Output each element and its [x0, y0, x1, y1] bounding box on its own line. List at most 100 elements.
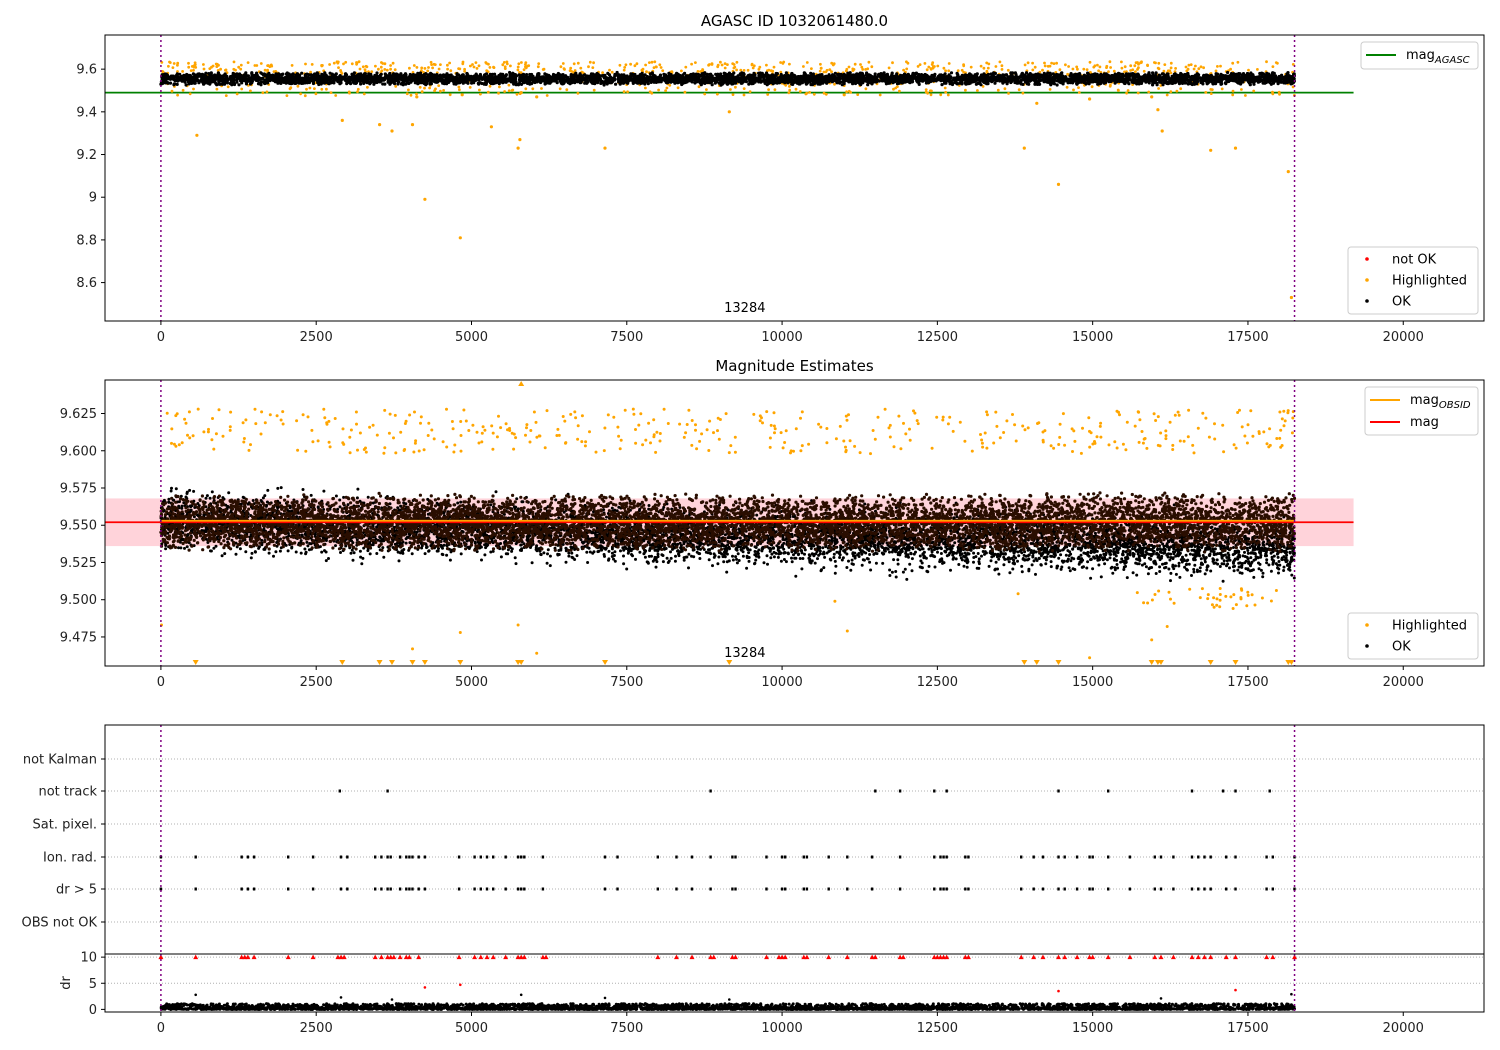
agasc-highlighted-point [1137, 62, 1140, 66]
agasc-highlighted-point [1021, 91, 1025, 95]
agasc-ok-point [949, 71, 954, 75]
agasc-highlighted-point [437, 67, 441, 71]
agasc-ok-point [974, 82, 979, 86]
agasc-highlighted-point [446, 67, 449, 71]
agasc-ok-point [1060, 71, 1064, 75]
agasc-ok-point [1049, 83, 1053, 87]
agasc-highlighted-point [781, 62, 785, 65]
agasc-highlighted-point [905, 67, 909, 71]
agasc-highlighted-point [779, 70, 783, 74]
agasc-highlighted-point [752, 64, 756, 68]
agasc-ok-point [683, 71, 687, 75]
agasc-ok-point [1186, 71, 1190, 76]
agasc-highlighted-point [479, 92, 482, 96]
agasc-highlighted-point [565, 88, 569, 92]
agasc-highlighted-point [1120, 66, 1124, 70]
agasc-highlighted-point [516, 65, 520, 69]
agasc-highlighted-point [240, 87, 244, 91]
agasc-highlighted-point [408, 66, 411, 70]
agasc-highlighted-point [864, 68, 867, 71]
agasc-highlighted-point [336, 60, 340, 64]
agasc-highlighted-point [891, 61, 894, 65]
agasc-highlighted-point [894, 86, 898, 90]
agasc-highlighted-point [531, 87, 535, 91]
agasc-highlighted-point [788, 88, 792, 92]
agasc-highlighted-point [1089, 70, 1092, 74]
agasc-highlighted-point [576, 61, 580, 65]
agasc-highlighted-point [1082, 67, 1086, 71]
agasc-highlighted-point [526, 64, 530, 68]
agasc-highlighted-point [825, 68, 829, 72]
agasc-highlighted-point [1097, 69, 1100, 73]
agasc-highlighted-point [170, 89, 174, 93]
agasc-highlighted-point [563, 68, 566, 71]
agasc-ok-point [979, 73, 984, 77]
agasc-highlighted-point [1125, 70, 1128, 73]
agasc-highlighted-point [524, 61, 528, 64]
agasc-ok-point [250, 74, 254, 78]
agasc-highlighted-point [581, 71, 585, 74]
agasc-highlighted-point [592, 61, 595, 65]
agasc-highlighted-point [515, 92, 519, 96]
agasc-highlighted-point [588, 60, 592, 64]
agasc-highlighted-point [739, 68, 743, 72]
agasc-ok-point [388, 82, 392, 86]
agasc-highlighted-point [746, 68, 750, 72]
agasc-highlighted-point [939, 93, 943, 97]
agasc-highlighted-point [962, 70, 966, 74]
agasc-highlighted-point [808, 91, 811, 94]
agasc-highlighted-point [536, 65, 540, 69]
agasc-highlighted-point [265, 90, 269, 94]
agasc-highlighted-point [192, 87, 195, 91]
agasc-highlighted-point [458, 88, 461, 92]
agasc-highlighted-point [379, 65, 383, 69]
agasc-highlighted-point [1112, 69, 1116, 73]
agasc-highlighted-point [540, 87, 543, 90]
agasc-ok-point [739, 81, 743, 85]
agasc-highlighted-point [720, 63, 724, 67]
agasc-ok-point [1151, 72, 1155, 76]
agasc-ok-point [1248, 83, 1252, 87]
agasc-highlighted-point [487, 62, 490, 66]
agasc-highlighted-point [299, 92, 302, 96]
agasc-highlighted-point [723, 62, 727, 65]
agasc-highlighted-point [477, 64, 481, 68]
agasc-highlighted-point [541, 68, 545, 71]
agasc-highlighted-point [653, 60, 657, 64]
agasc-highlighted-point [618, 63, 622, 67]
agasc-highlighted-point [824, 92, 828, 96]
agasc-highlighted-point [457, 67, 460, 70]
agasc-highlighted-point [985, 69, 989, 73]
agasc-ok-point [470, 81, 474, 85]
agasc-highlighted-point [1277, 90, 1281, 94]
agasc-highlighted-point [449, 69, 453, 73]
agasc-highlighted-point [830, 70, 833, 74]
agasc-highlighted-point [188, 92, 192, 96]
agasc-highlighted-point [853, 62, 857, 66]
agasc-highlighted-point [342, 62, 345, 66]
agasc-highlighted-point [329, 91, 333, 94]
agasc-highlighted-point [517, 62, 521, 66]
agasc-ok-point [602, 83, 606, 87]
agasc-highlighted-point [979, 64, 983, 68]
agasc-highlighted-point [1244, 94, 1247, 97]
agasc-highlighted-point [942, 66, 946, 70]
agasc-highlighted-point [423, 86, 426, 90]
agasc-highlighted-point [1173, 70, 1177, 73]
agasc-highlighted-point [1133, 64, 1137, 68]
agasc-highlighted-point [393, 68, 397, 72]
agasc-ok-point [173, 79, 177, 83]
agasc-highlighted-point [486, 90, 490, 94]
agasc-highlighted-point [429, 60, 433, 64]
agasc-highlighted-point [1048, 88, 1052, 91]
agasc-ok-point [1028, 79, 1032, 83]
agasc-ok-point [466, 81, 470, 85]
agasc-highlighted-point [558, 87, 562, 91]
agasc-highlighted-point [219, 67, 223, 71]
agasc-highlighted-point [1204, 91, 1208, 94]
agasc-highlighted-point [568, 69, 572, 72]
agasc-highlighted-point [427, 66, 430, 69]
agasc-ok-point [944, 81, 948, 85]
agasc-highlighted-point [592, 88, 596, 92]
agasc-ok-point [1224, 82, 1228, 86]
